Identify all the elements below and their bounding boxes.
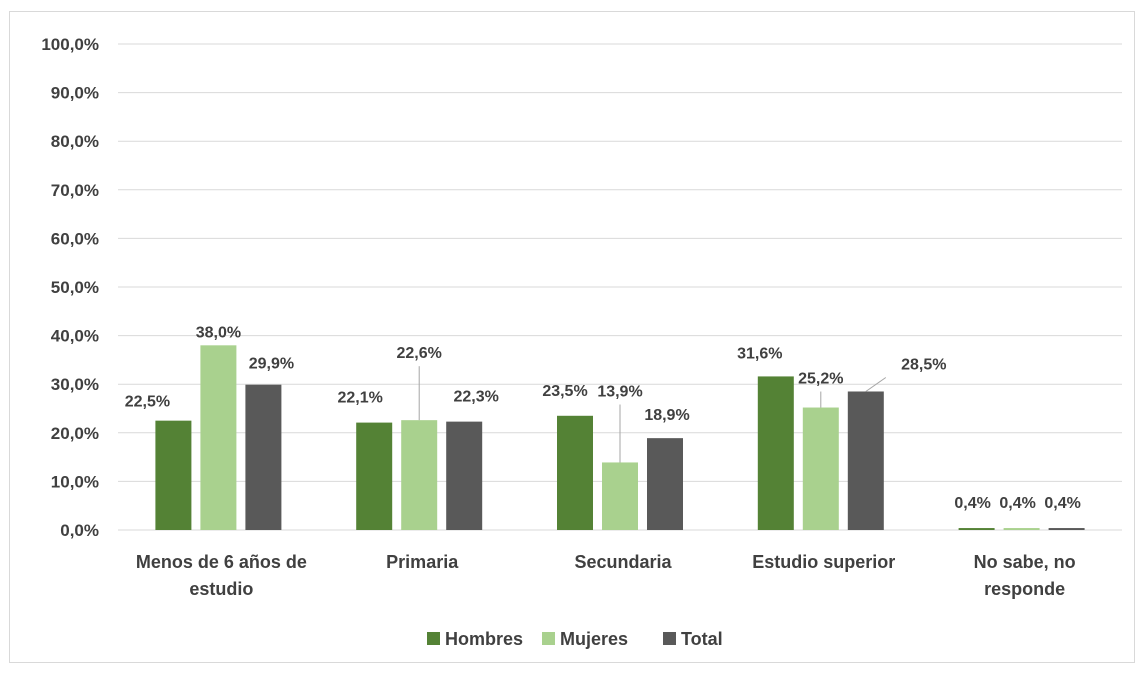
x-category-label: responde [984, 579, 1065, 599]
bar-hombres [958, 528, 995, 530]
y-tick-label: 90,0% [51, 84, 99, 103]
x-category-label: Primaria [386, 552, 459, 572]
y-tick-label: 70,0% [51, 181, 99, 200]
legend-swatch [542, 632, 555, 645]
data-label: 25,2% [798, 371, 843, 388]
bar-total [245, 384, 282, 530]
x-category-label: Secundaria [574, 552, 672, 572]
y-tick-label: 100,0% [41, 35, 99, 54]
x-category-label: estudio [189, 579, 253, 599]
data-label: 18,9% [644, 407, 689, 424]
data-label: 22,6% [397, 345, 442, 362]
bar-hombres [757, 376, 794, 530]
y-tick-label: 40,0% [51, 327, 99, 346]
bar-mujeres [200, 345, 237, 530]
data-label: 31,6% [737, 345, 782, 362]
bar-total [847, 391, 884, 530]
data-label: 0,4% [1044, 495, 1080, 512]
bar-hombres [356, 422, 393, 530]
data-label: 22,1% [338, 390, 383, 407]
legend-label: Hombres [445, 629, 523, 649]
x-category-label: Menos de 6 años de [136, 552, 307, 572]
x-category-label: No sabe, no [974, 552, 1076, 572]
legend-label: Mujeres [560, 629, 628, 649]
bar-hombres [155, 420, 192, 530]
leader-line [865, 377, 887, 392]
bar-total [446, 421, 483, 530]
legend-swatch [663, 632, 676, 645]
chart-frame [9, 11, 1135, 663]
data-label: 13,9% [597, 383, 642, 400]
y-tick-label: 50,0% [51, 278, 99, 297]
bar-mujeres [1003, 528, 1040, 530]
data-label: 0,4% [954, 495, 990, 512]
y-tick-label: 30,0% [51, 375, 99, 394]
y-tick-label: 10,0% [51, 472, 99, 491]
y-tick-label: 80,0% [51, 132, 99, 151]
data-label: 38,0% [196, 324, 241, 341]
x-category-label: Estudio superior [752, 552, 895, 572]
data-label: 0,4% [999, 495, 1035, 512]
legend-swatch [427, 632, 440, 645]
bar-mujeres [401, 420, 438, 530]
data-label: 28,5% [901, 356, 946, 373]
bar-mujeres [802, 407, 839, 530]
bar-hombres [557, 415, 593, 530]
data-label: 29,9% [249, 356, 294, 373]
data-label: 22,5% [125, 394, 170, 411]
bar-total [1048, 528, 1085, 530]
data-label: 23,5% [542, 383, 587, 400]
y-tick-label: 0,0% [60, 521, 99, 540]
data-label: 22,3% [454, 389, 499, 406]
y-tick-label: 60,0% [51, 229, 99, 248]
bar-mujeres [602, 462, 638, 530]
y-tick-label: 20,0% [51, 424, 99, 443]
bar-total [647, 438, 683, 530]
legend-label: Total [681, 629, 723, 649]
